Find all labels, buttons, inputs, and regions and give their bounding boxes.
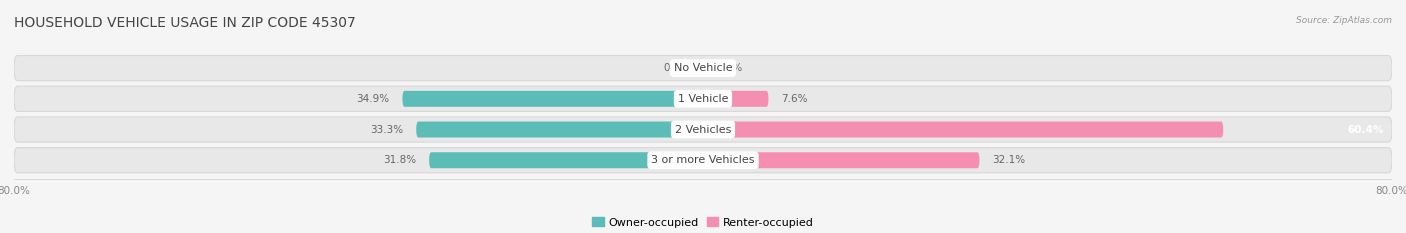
- FancyBboxPatch shape: [703, 152, 980, 168]
- Text: 33.3%: 33.3%: [370, 124, 404, 134]
- FancyBboxPatch shape: [416, 122, 703, 137]
- FancyBboxPatch shape: [14, 86, 1392, 111]
- FancyBboxPatch shape: [14, 148, 1392, 173]
- Text: 32.1%: 32.1%: [993, 155, 1025, 165]
- Text: No Vehicle: No Vehicle: [673, 63, 733, 73]
- FancyBboxPatch shape: [14, 55, 1392, 81]
- FancyBboxPatch shape: [703, 91, 769, 107]
- Text: 34.9%: 34.9%: [356, 94, 389, 104]
- Legend: Owner-occupied, Renter-occupied: Owner-occupied, Renter-occupied: [592, 217, 814, 228]
- FancyBboxPatch shape: [703, 122, 1223, 137]
- Text: 31.8%: 31.8%: [382, 155, 416, 165]
- FancyBboxPatch shape: [14, 117, 1392, 142]
- Text: 60.4%: 60.4%: [1347, 124, 1384, 134]
- Text: 0.0%: 0.0%: [716, 63, 742, 73]
- Text: HOUSEHOLD VEHICLE USAGE IN ZIP CODE 45307: HOUSEHOLD VEHICLE USAGE IN ZIP CODE 4530…: [14, 16, 356, 30]
- FancyBboxPatch shape: [402, 91, 703, 107]
- Text: 1 Vehicle: 1 Vehicle: [678, 94, 728, 104]
- Text: 3 or more Vehicles: 3 or more Vehicles: [651, 155, 755, 165]
- FancyBboxPatch shape: [429, 152, 703, 168]
- Text: 0.0%: 0.0%: [664, 63, 690, 73]
- Text: 7.6%: 7.6%: [782, 94, 808, 104]
- Text: 2 Vehicles: 2 Vehicles: [675, 124, 731, 134]
- Text: Source: ZipAtlas.com: Source: ZipAtlas.com: [1296, 16, 1392, 25]
